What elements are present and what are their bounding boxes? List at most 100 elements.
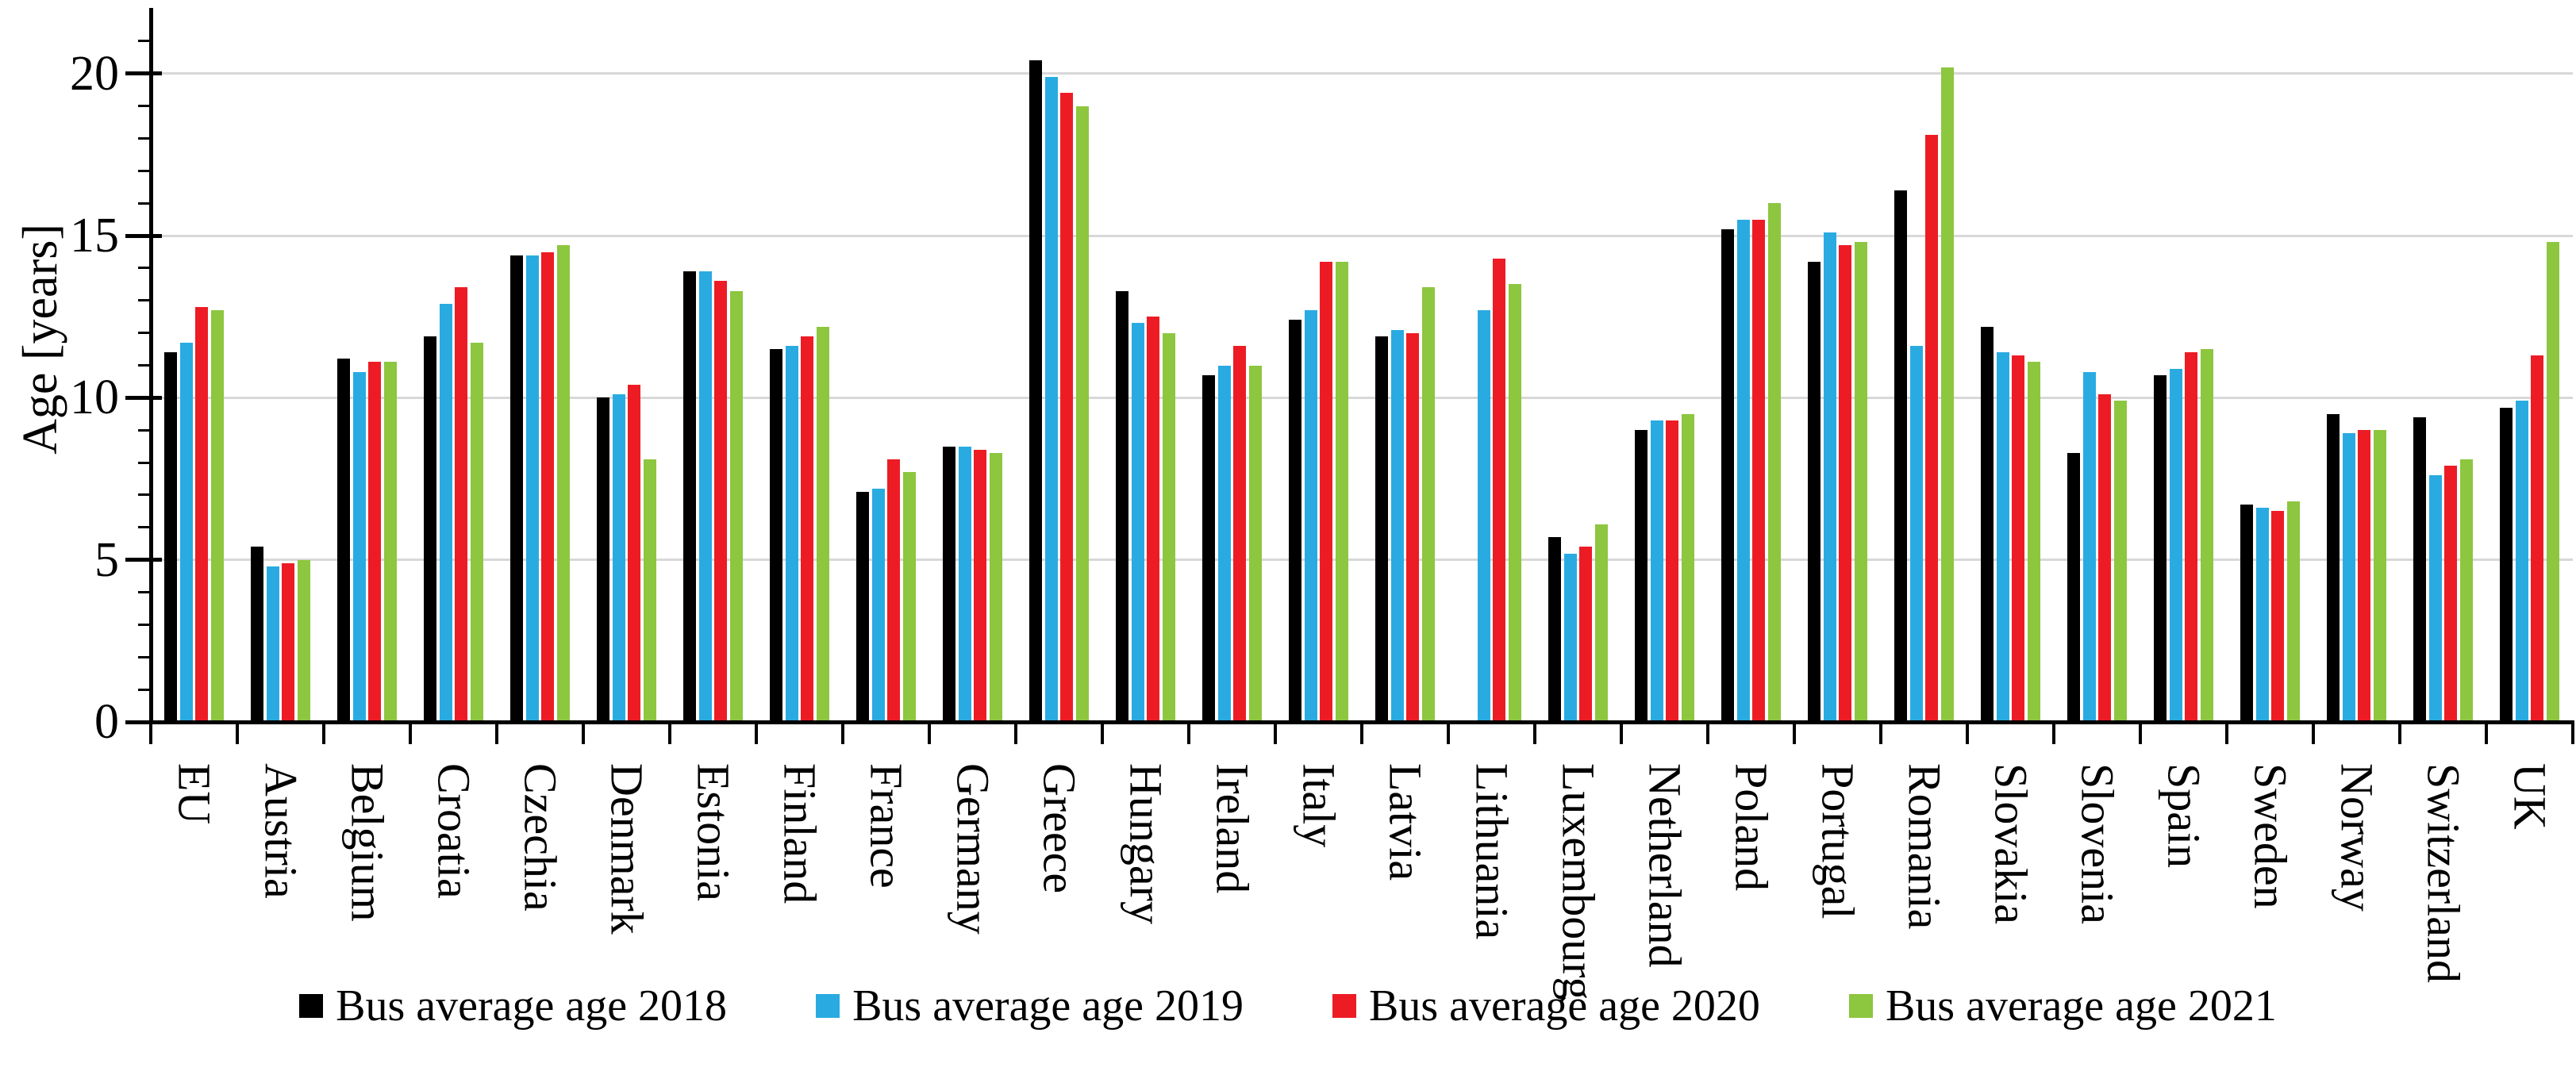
bar-romania-2021	[1940, 67, 1954, 722]
x-boundary-tick-15	[1447, 722, 1450, 744]
bar-austria-2020	[282, 562, 295, 722]
bar-slovakia-2018	[1981, 326, 1994, 722]
bar-switzerland-2019	[2428, 475, 2442, 722]
bar-eu-2019	[179, 342, 193, 722]
bar-netherland-2019	[1650, 420, 1663, 722]
y-tick-label-15: 15	[70, 209, 119, 263]
x-boundary-tick-3	[409, 722, 412, 744]
y-major-tick-15	[125, 233, 162, 238]
y-minor-tick-16	[138, 202, 151, 205]
bar-estonia-2020	[714, 281, 728, 722]
y-tick-label-10: 10	[70, 370, 119, 425]
bar-norway-2020	[2358, 430, 2371, 722]
bar-slovakia-2021	[2027, 362, 2040, 722]
bar-belgium-2020	[368, 362, 382, 722]
bar-slovenia-2019	[2082, 371, 2096, 722]
x-boundary-tick-11	[1101, 722, 1104, 744]
bar-belgium-2018	[337, 359, 351, 722]
x-label-denmark: Denmark	[601, 763, 653, 935]
x-boundary-tick-5	[582, 722, 585, 744]
bar-latvia-2018	[1375, 336, 1389, 722]
x-boundary-tick-17	[1620, 722, 1623, 744]
y-tick-label-0: 0	[94, 695, 119, 749]
x-boundary-tick-2	[322, 722, 325, 744]
legend-label-2020: Bus average age 2020	[1369, 981, 1760, 1031]
y-tick-label-20: 20	[70, 46, 119, 101]
bar-norway-2021	[2373, 430, 2386, 722]
bar-austria-2018	[251, 547, 264, 722]
y-minor-tick-8	[138, 461, 151, 464]
x-boundary-tick-4	[495, 722, 498, 744]
bar-luxembourg-2018	[1548, 537, 1562, 722]
bar-netherland-2020	[1666, 420, 1679, 722]
x-boundary-tick-26	[2398, 722, 2401, 744]
bar-belgium-2019	[352, 371, 366, 722]
y-minor-tick-17	[138, 169, 151, 172]
x-boundary-tick-24	[2225, 722, 2228, 744]
bar-uk-2018	[2500, 407, 2513, 722]
bar-poland-2019	[1736, 219, 1750, 722]
x-boundary-tick-20	[1879, 722, 1882, 744]
bar-slovenia-2021	[2113, 401, 2127, 722]
legend: Bus average age 2018 Bus average age 2019…	[0, 981, 2576, 1031]
bar-finland-2018	[770, 349, 783, 722]
legend-item-2019: Bus average age 2019	[816, 981, 1244, 1031]
bar-eu-2021	[210, 310, 224, 722]
x-boundary-tick-10	[1014, 722, 1017, 744]
bar-romania-2020	[1925, 135, 1939, 722]
y-minor-tick-2	[138, 655, 151, 658]
bar-ireland-2018	[1202, 374, 1216, 722]
bar-sweden-2019	[2255, 508, 2269, 722]
x-boundary-tick-22	[2052, 722, 2055, 744]
bar-czechia-2019	[525, 255, 539, 722]
legend-swatch-2020	[1332, 994, 1356, 1018]
bar-switzerland-2020	[2444, 466, 2458, 722]
bar-italy-2018	[1289, 320, 1302, 722]
x-label-luxembourg: Luxembourg	[1552, 763, 1605, 1000]
bar-switzerland-2018	[2413, 416, 2427, 722]
x-label-netherland: Netherland	[1639, 763, 1691, 968]
x-label-croatia: Croatia	[428, 763, 480, 899]
bar-netherland-2018	[1635, 430, 1648, 722]
bar-czechia-2018	[510, 255, 524, 722]
x-boundary-tick-6	[668, 722, 671, 744]
bar-poland-2018	[1721, 228, 1735, 722]
x-label-france: France	[860, 763, 913, 889]
x-label-belgium: Belgium	[341, 763, 394, 922]
y-minor-tick-4	[138, 591, 151, 594]
legend-label-2019: Bus average age 2019	[852, 981, 1244, 1031]
bar-hungary-2020	[1147, 317, 1160, 722]
bar-uk-2019	[2515, 401, 2528, 722]
bar-romania-2019	[1909, 346, 1923, 722]
legend-label-2021: Bus average age 2021	[1885, 981, 2277, 1031]
gridline-15	[151, 234, 2573, 237]
x-boundary-tick-7	[755, 722, 758, 744]
bar-hungary-2021	[1162, 332, 1175, 722]
bar-italy-2019	[1304, 310, 1317, 722]
bar-greece-2021	[1075, 106, 1089, 722]
bar-france-2021	[902, 472, 916, 722]
bar-slovenia-2020	[2098, 394, 2112, 722]
x-label-austria: Austria	[255, 763, 307, 899]
bar-hungary-2019	[1131, 323, 1144, 722]
bar-germany-2018	[943, 446, 956, 722]
x-label-eu: EU	[168, 763, 221, 825]
bar-italy-2020	[1320, 261, 1333, 722]
x-label-switzerland: Switzerland	[2417, 763, 2470, 984]
bar-sweden-2021	[2286, 501, 2300, 722]
x-boundary-tick-13	[1274, 722, 1277, 744]
x-boundary-tick-23	[2139, 722, 2142, 744]
x-boundary-tick-9	[928, 722, 931, 744]
x-label-portugal: Portugal	[1812, 763, 1864, 919]
bar-estonia-2021	[729, 290, 743, 722]
bar-finland-2021	[816, 326, 829, 722]
bar-finland-2020	[801, 336, 814, 722]
y-minor-tick-12	[138, 332, 151, 335]
bar-spain-2020	[2185, 352, 2198, 722]
bar-denmark-2020	[628, 385, 641, 722]
bar-switzerland-2021	[2459, 459, 2473, 722]
bar-denmark-2018	[597, 397, 610, 722]
legend-swatch-2018	[299, 994, 324, 1018]
bar-italy-2021	[1335, 261, 1348, 722]
